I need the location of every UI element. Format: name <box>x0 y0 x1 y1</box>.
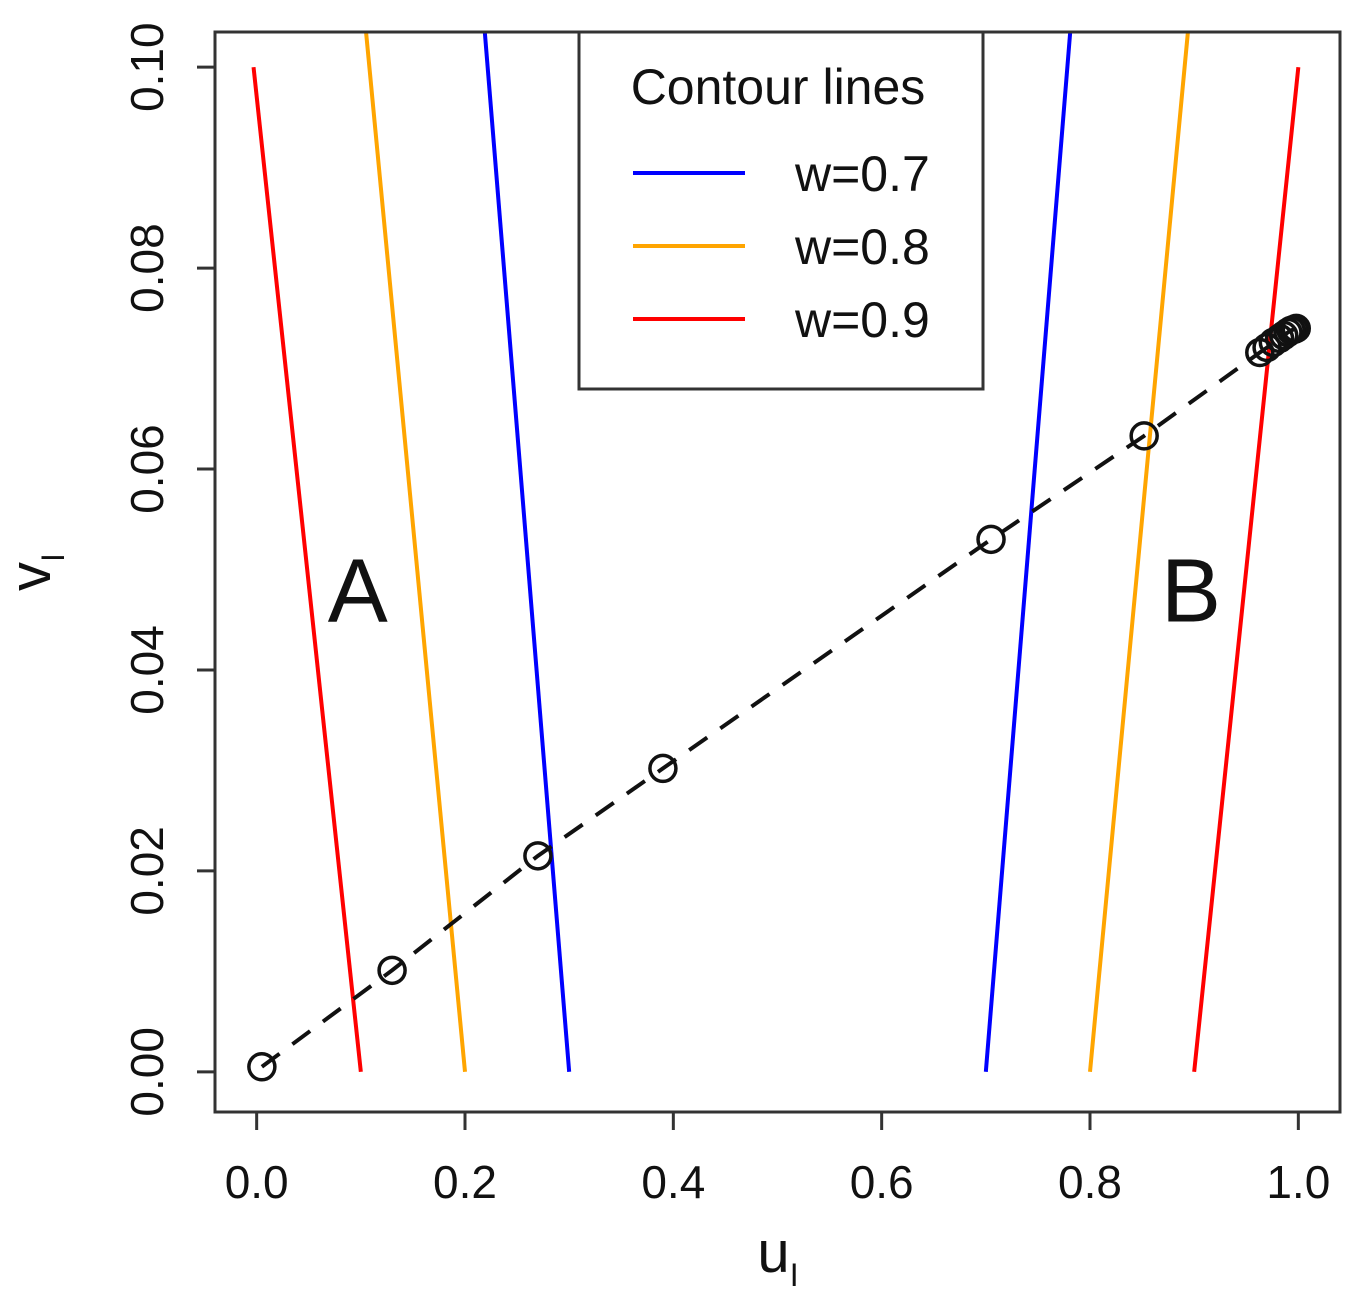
x-axis-title: uI <box>757 1220 798 1293</box>
y-tick-label: 0.00 <box>121 1027 173 1117</box>
legend-box <box>577 30 985 391</box>
y-tick-label: 0.08 <box>121 223 173 313</box>
legend: Contour lines w=0.7 w=0.8 w=0.9 <box>577 30 985 391</box>
region-label-b: B <box>1161 542 1221 642</box>
contour-line-w-08-right <box>1088 31 1190 1073</box>
x-tick-label: 1.0 <box>1266 1156 1330 1208</box>
y-axis-title: vI <box>0 553 71 591</box>
contour-line-w-09-left <box>251 66 363 1073</box>
y-axis-title-main: v <box>0 562 63 591</box>
path-point <box>247 1052 277 1082</box>
y-tick-label: 0.10 <box>121 22 173 112</box>
path-point <box>976 524 1006 555</box>
path-point <box>523 841 553 871</box>
y-tick-label: 0.04 <box>121 625 173 715</box>
legend-label: w=0.9 <box>794 292 930 348</box>
legend-entries: w=0.7 w=0.8 w=0.9 <box>633 146 930 348</box>
y-axis-title-subscript: I <box>35 553 71 562</box>
contour-line-w-07-left <box>482 31 572 1072</box>
x-axis: 0.0 0.2 0.4 0.6 0.8 1.0 <box>225 1110 1330 1208</box>
x-tick-label: 0.6 <box>850 1156 914 1208</box>
legend-label: w=0.7 <box>794 146 930 202</box>
x-axis-title-subscript: I <box>790 1257 799 1293</box>
legend-title: Contour lines <box>631 59 926 115</box>
path-point <box>377 955 407 986</box>
path-points <box>247 313 1311 1082</box>
legend-label: w=0.8 <box>794 219 930 275</box>
y-tick-label: 0.06 <box>121 424 173 514</box>
region-label-a: A <box>328 542 388 642</box>
x-tick-label: 0.2 <box>433 1156 497 1208</box>
y-axis: 0.00 0.02 0.04 0.06 0.08 0.10 <box>121 22 217 1117</box>
x-tick-label: 0.0 <box>225 1156 289 1208</box>
path-point <box>1129 421 1159 451</box>
x-tick-label: 0.4 <box>641 1156 705 1208</box>
contour-line-w-08-left <box>364 31 467 1073</box>
x-tick-label: 0.8 <box>1058 1156 1122 1208</box>
path-point <box>648 753 678 784</box>
contour-line-w-09-right <box>1192 66 1301 1073</box>
contour-line-w-07-right <box>983 31 1073 1072</box>
x-axis-title-main: u <box>757 1220 789 1285</box>
dashed-path <box>260 326 1298 1069</box>
path-dashed-line <box>260 326 1298 1069</box>
contour-lines <box>251 31 1301 1073</box>
path-point <box>1281 313 1311 344</box>
y-tick-label: 0.02 <box>121 826 173 916</box>
